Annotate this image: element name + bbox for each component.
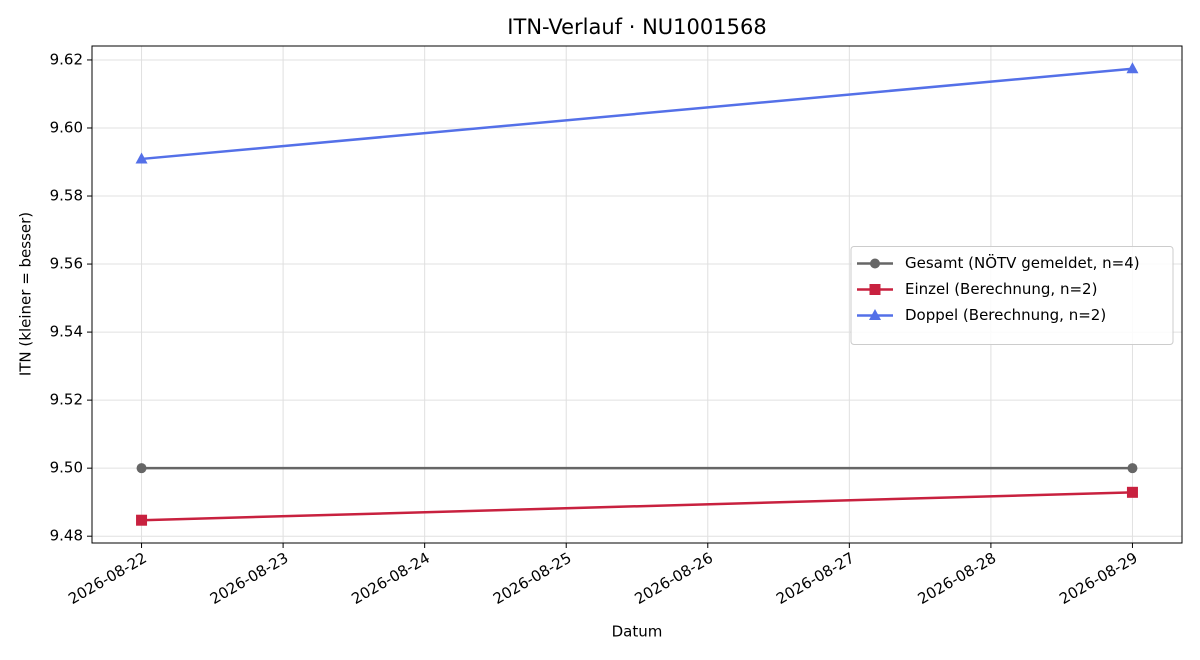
series-line <box>141 67 1133 161</box>
point <box>869 309 881 320</box>
legend-label: Doppel (Berechnung, n=2) <box>905 306 1106 324</box>
point <box>870 258 880 269</box>
y-tick-label: 9.56 <box>50 255 83 273</box>
legend-box <box>850 246 1174 345</box>
legend-label: Einzel (Berechnung, n=2) <box>905 280 1097 298</box>
legend-label: Gesamt (NÖTV gemeldet, n=4) <box>905 253 1140 272</box>
point <box>869 284 881 295</box>
point <box>1127 463 1138 474</box>
legend: Gesamt (NÖTV gemeldet, n=4) Einzel (Berec… <box>850 246 1174 345</box>
y-tick-label: 9.62 <box>50 50 83 68</box>
y-tick-label: 9.52 <box>50 391 83 409</box>
point <box>136 514 148 526</box>
plot-frame <box>91 45 1183 544</box>
y-tick-label: 9.54 <box>50 323 83 341</box>
y-tick-label: 9.60 <box>50 118 83 136</box>
chart-title: ITN-Verlauf · NU1001568 <box>507 15 766 39</box>
y-tick-label: 9.50 <box>50 459 83 477</box>
y-tick-label: 9.48 <box>50 527 83 545</box>
point <box>1126 486 1138 498</box>
point <box>1126 62 1139 74</box>
series-line <box>141 491 1133 522</box>
point <box>136 463 147 474</box>
point <box>135 152 148 164</box>
x-axis-label: Datum <box>612 623 663 641</box>
y-axis-label: ITN (kleiner = besser) <box>17 212 35 376</box>
y-tick-label: 9.58 <box>50 187 83 205</box>
